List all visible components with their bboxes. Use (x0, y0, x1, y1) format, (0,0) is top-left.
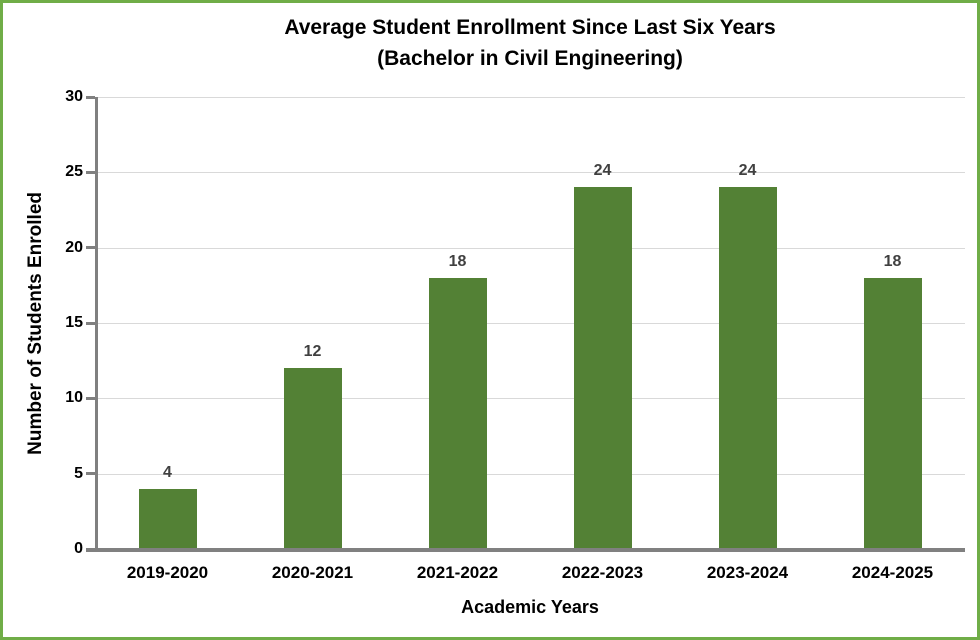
y-tick-label-30: 30 (65, 88, 83, 105)
bar-2024-2025 (863, 277, 922, 549)
bar-value-label-2022-2023: 24 (593, 162, 612, 180)
y-tick-label-25: 25 (65, 163, 83, 181)
x-category-label-2023-2024: 2023-2024 (706, 563, 789, 582)
plot-area: 4 12 18 24 24 18 (95, 97, 965, 549)
y-tick-label-0: 0 (74, 540, 83, 557)
y-tick-mark-5 (86, 472, 95, 476)
x-category-label-2019-2020: 2019-2020 (126, 563, 209, 582)
y-tick-label-5: 5 (74, 464, 83, 482)
bar-2022-2023 (573, 187, 632, 549)
gridline-y-15 (95, 323, 965, 324)
x-category-label-2022-2023: 2022-2023 (561, 563, 644, 582)
y-tick-mark-25 (86, 170, 95, 174)
gridline-y-20 (95, 247, 965, 249)
bar-2020-2021 (283, 368, 342, 549)
y-axis-line (95, 97, 98, 552)
y-tick-label-20: 20 (65, 238, 83, 256)
x-axis-line (86, 548, 965, 552)
chart-title-line-2: (Bachelor in Civil Engineering) (377, 47, 683, 70)
bar-2021-2022 (428, 277, 487, 549)
bar-value-label-2023-2024: 24 (738, 162, 757, 180)
y-tick-mark-0 (86, 547, 95, 551)
bar-2019-2020 (138, 488, 197, 549)
y-tick-mark-10 (86, 396, 95, 400)
x-category-label-2021-2022: 2021-2022 (416, 563, 499, 582)
bar-2023-2024 (718, 187, 777, 549)
x-axis-title: Academic Years (461, 597, 599, 617)
y-tick-mark-20 (86, 246, 95, 250)
bar-value-label-2020-2021: 12 (303, 343, 322, 361)
y-tick-mark-15 (86, 321, 95, 325)
gridline-y-30 (95, 97, 965, 98)
gridline-y-10 (95, 398, 965, 400)
y-tick-mark-30 (86, 95, 95, 99)
bar-value-label-2019-2020: 4 (163, 463, 172, 481)
bar-value-label-2021-2022: 18 (448, 252, 467, 270)
x-category-label-2020-2021: 2020-2021 (271, 563, 354, 582)
chart-title: Average Student Enrollment Since Last Si… (95, 12, 965, 74)
gridline-y-5 (95, 473, 965, 475)
y-tick-label-10: 10 (65, 389, 83, 407)
bar-value-label-2024-2025: 18 (883, 252, 902, 270)
gridline-y-25 (95, 172, 965, 174)
y-tick-label-15: 15 (65, 314, 83, 331)
x-category-label-2024-2025: 2024-2025 (851, 563, 934, 582)
chart-title-line-1: Average Student Enrollment Since Last Si… (284, 16, 776, 39)
